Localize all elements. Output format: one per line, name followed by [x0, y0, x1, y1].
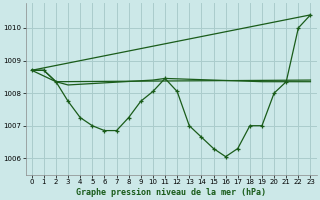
- X-axis label: Graphe pression niveau de la mer (hPa): Graphe pression niveau de la mer (hPa): [76, 188, 266, 197]
